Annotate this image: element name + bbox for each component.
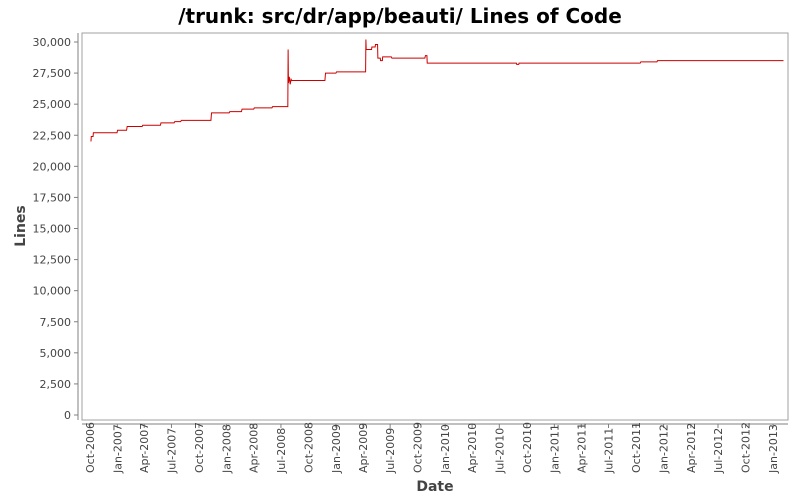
x-tick-label: Jul-2011 [603,428,616,474]
x-tick-label: Jan-2011 [548,424,561,474]
x-tick-label: Jul-2009 [384,428,397,474]
y-tick-label: 10,000 [33,285,72,298]
x-tick-label: Oct-2009 [412,422,425,473]
y-tick-label: 2,500 [40,378,72,391]
x-tick-label: Oct-2010 [521,422,534,473]
x-tick-label: Oct-2006 [84,422,97,473]
y-tick-label: 12,500 [33,254,72,267]
x-tick-label: Apr-2007 [138,423,151,473]
y-tick-label: 17,500 [33,191,72,204]
y-tick-label: 22,500 [33,129,72,142]
x-tick-label: Apr-2009 [357,423,370,473]
x-tick-label: Apr-2012 [685,423,698,473]
y-tick-label: 25,000 [33,98,72,111]
x-tick-label: Jan-2008 [220,424,233,474]
y-tick-label: 15,000 [33,223,72,236]
chart-title: /trunk: src/dr/app/beauti/ Lines of Code [178,4,622,28]
x-tick-label: Oct-2011 [630,422,643,473]
plot-area [81,32,789,421]
y-tick-label: 5,000 [40,347,72,360]
x-tick-label: Jan-2010 [439,424,452,474]
x-tick-label: Jan-2009 [330,424,343,474]
y-tick-label: 7,500 [40,316,72,329]
y-tick-label: 20,000 [33,160,72,173]
x-axis-label: Date [416,479,453,495]
x-tick-label: Jan-2012 [658,424,671,474]
x-tick-label: Jul-2007 [165,428,178,474]
x-tick-label: Jul-2012 [712,428,725,474]
x-tick-label: Apr-2010 [466,423,479,473]
x-tick-label: Jan-2007 [111,424,124,474]
x-tick-label: Oct-2008 [302,422,315,473]
x-tick-label: Oct-2007 [193,422,206,473]
x-tick-label: Oct-2012 [740,422,753,473]
y-tick-label: 0 [64,409,71,422]
y-tick-label: 27,500 [33,67,72,80]
y-tick-label: 30,000 [33,36,72,49]
x-tick-label: Jan-2013 [767,424,780,474]
x-tick-label: Apr-2011 [575,423,588,473]
y-axis-label: Lines [13,205,29,247]
series-line [90,39,784,142]
y-axis-ticks: 0 2,500 5,000 7,500 10,000 12,500 15,000 17,500… [33,36,78,422]
x-tick-label: Apr-2008 [248,423,261,473]
x-tick-label: Jul-2008 [275,428,288,474]
x-axis-ticks: Oct-2006 Jan-2007 Apr-2007 Jul-2007 Oct-2007… [84,422,780,474]
x-tick-label: Jul-2010 [493,428,506,474]
